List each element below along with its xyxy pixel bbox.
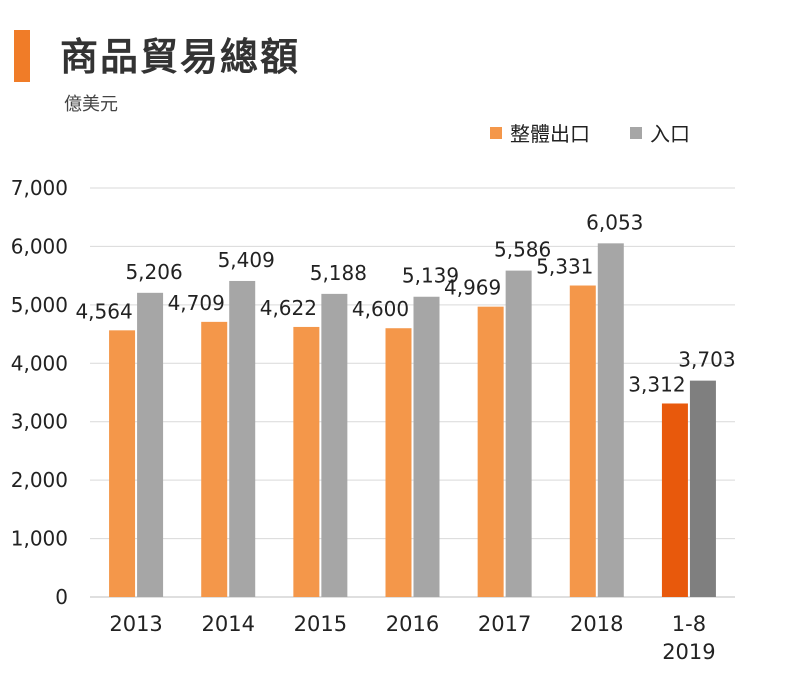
legend-label-export: 整體出口 — [510, 122, 590, 146]
bar-export — [477, 306, 504, 597]
data-label-export: 3,312 — [628, 372, 685, 396]
data-label-export: 4,709 — [168, 291, 225, 315]
chart-subtitle: 億美元 — [64, 94, 118, 115]
data-label-import: 5,206 — [125, 260, 182, 284]
bar-import — [689, 380, 716, 597]
x-tick-label: 2016 — [386, 612, 439, 636]
data-label-export: 4,622 — [260, 296, 317, 320]
bar-export — [569, 285, 596, 597]
x-tick-label: 2015 — [294, 612, 347, 636]
bar-import — [321, 293, 348, 597]
data-label-import: 6,053 — [586, 210, 643, 234]
y-tick-label: 5,000 — [11, 293, 68, 317]
y-tick-label: 7,000 — [11, 176, 68, 200]
legend-swatch-import — [630, 126, 642, 139]
bar-export — [201, 321, 228, 597]
bar-export — [385, 328, 412, 597]
y-tick-label: 6,000 — [11, 234, 68, 258]
chart-title: 商品貿易總額 — [60, 35, 301, 79]
bar-export — [293, 326, 320, 597]
title-accent-bar — [14, 30, 30, 82]
bar-import — [597, 243, 624, 598]
data-label-import: 5,139 — [402, 264, 459, 288]
data-label-export: 5,331 — [536, 255, 593, 279]
legend-label-import: 入口 — [650, 122, 690, 146]
data-label-export: 4,600 — [352, 297, 409, 321]
y-tick-label: 0 — [55, 585, 68, 609]
data-label-import: 5,188 — [310, 261, 367, 285]
bar-export — [661, 403, 688, 597]
x-tick-label: 2017 — [478, 612, 531, 636]
data-label-import: 3,703 — [678, 348, 735, 372]
x-tick-label: 1-8 — [672, 612, 706, 636]
legend: 整體出口 入口 — [490, 118, 690, 147]
x-tick-label: 2019 — [662, 640, 715, 664]
x-tick-label: 2014 — [201, 612, 254, 636]
y-tick-label: 1,000 — [11, 527, 68, 551]
bar-import — [229, 280, 256, 597]
legend-swatch-export — [490, 126, 502, 139]
x-tick-label: 2013 — [109, 612, 162, 636]
data-label-export: 4,969 — [444, 276, 501, 300]
legend-item-import: 入口 — [630, 118, 690, 147]
y-tick-label: 4,000 — [11, 351, 68, 375]
bar-import — [137, 292, 164, 597]
x-tick-label: 2018 — [570, 612, 623, 636]
y-tick-label: 2,000 — [11, 468, 68, 492]
bar-import — [413, 296, 440, 597]
bar-import — [505, 270, 532, 597]
data-label-import: 5,586 — [494, 238, 551, 262]
legend-item-export: 整體出口 — [490, 118, 590, 147]
data-label-import: 5,409 — [218, 248, 275, 272]
bar-export — [109, 330, 136, 597]
data-label-export: 4,564 — [75, 299, 132, 323]
y-tick-label: 3,000 — [11, 410, 68, 434]
